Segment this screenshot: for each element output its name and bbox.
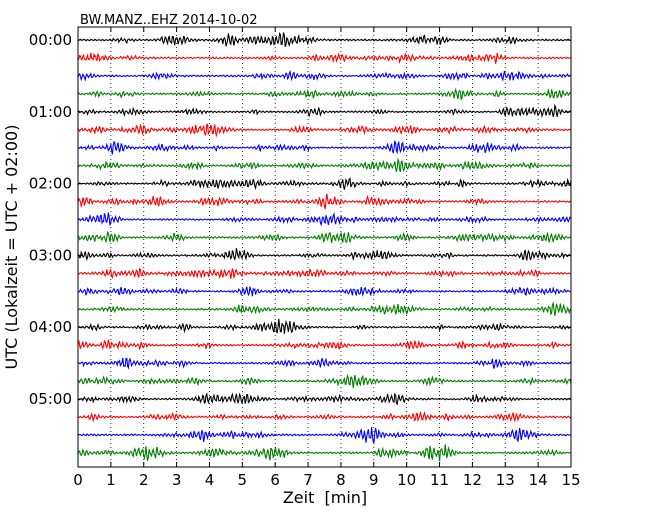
x-tick-label: 12: [463, 471, 482, 489]
x-tick-labels: 0 1 2 3 4 5 6 7 8 9 10 11 12 13 14 15: [73, 471, 580, 489]
seismogram-trace: [77, 339, 571, 351]
seismogram-trace: [77, 32, 571, 48]
seismogram-trace: [77, 123, 572, 138]
seismogram-trace: [77, 87, 572, 100]
seismogram-trace: [77, 426, 571, 444]
y-tick-label: 04:00: [29, 318, 72, 336]
seismogram-trace: [77, 392, 571, 406]
x-tick-label: 13: [496, 471, 515, 489]
seismogram-trace: [77, 286, 571, 297]
x-tick-label: 11: [430, 471, 449, 489]
x-tick-label: 2: [139, 471, 149, 489]
y-tick-label: 05:00: [29, 390, 72, 408]
x-tick-label: 7: [303, 471, 313, 489]
seismogram-trace: [77, 373, 572, 388]
seismogram-trace: [77, 248, 572, 262]
seismogram-trace: [77, 177, 572, 191]
x-axis-title: Zeit [min]: [283, 488, 367, 507]
seismogram-trace: [77, 140, 571, 155]
seismogram-trace: [77, 318, 572, 334]
x-tick-label: 15: [561, 471, 580, 489]
y-tick-label: 02:00: [29, 175, 72, 193]
seismogram-trace: [77, 267, 571, 279]
x-tick-label: 4: [205, 471, 215, 489]
x-tick-label: 3: [172, 471, 182, 489]
x-tick-label: 14: [529, 471, 548, 489]
x-tick-label: 5: [238, 471, 248, 489]
plot-frame: [77, 26, 572, 468]
seismogram-trace: [77, 157, 572, 173]
y-tick-label: 03:00: [29, 246, 72, 264]
x-tick-label: 1: [106, 471, 116, 489]
seismogram-trace: [77, 357, 572, 370]
seismogram-trace: [77, 301, 572, 316]
seismogram-trace: [77, 211, 572, 227]
trace-series: [77, 32, 572, 462]
x-tick-label: 9: [369, 471, 379, 489]
x-tick-label: 8: [336, 471, 346, 489]
y-tick-label: 00:00: [29, 31, 72, 49]
seismogram-trace: [77, 410, 572, 423]
axis-ticks: [77, 27, 572, 467]
seismogram-trace: [77, 230, 571, 244]
grid: [110, 27, 539, 467]
x-tick-label: 0: [73, 471, 83, 489]
seismogram-trace: [77, 444, 571, 462]
seismogram-trace: [77, 193, 571, 210]
y-tick-labels: 00:00 01:00 02:00 03:00 04:00 05:00: [29, 31, 72, 408]
x-tick-label: 6: [270, 471, 280, 489]
y-axis-title: UTC (Lokalzeit = UTC + 02:00): [2, 125, 21, 370]
x-tick-label: 10: [397, 471, 416, 489]
seismogram-trace: [77, 52, 571, 65]
y-tick-label: 01:00: [29, 103, 72, 121]
chart-title: BW.MANZ..EHZ 2014-10-02: [80, 13, 258, 28]
seismogram-trace: [77, 69, 572, 82]
seismogram-trace: [77, 103, 572, 119]
